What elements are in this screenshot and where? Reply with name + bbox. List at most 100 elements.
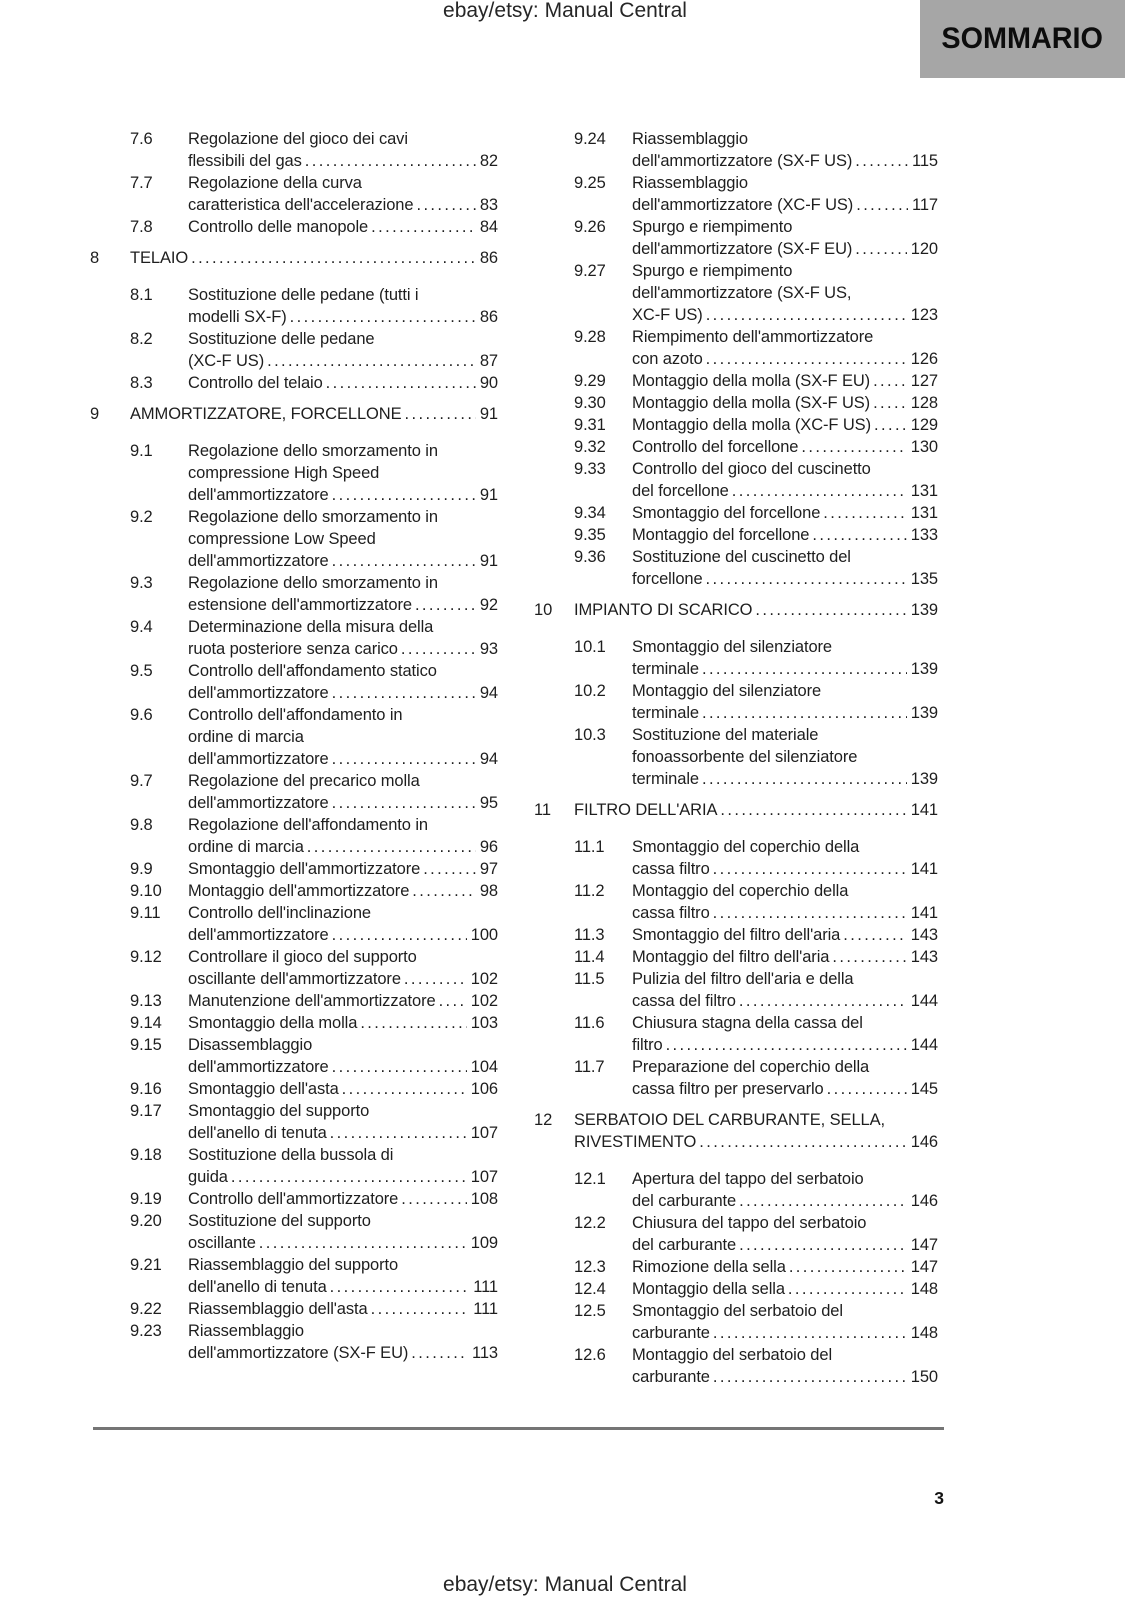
entry-title-text: Controllo dell'affondamento in bbox=[188, 706, 403, 724]
entry-title-text: cassa filtro per preservarlo bbox=[632, 1080, 824, 1098]
dot-leader bbox=[330, 1276, 470, 1298]
entry-number: 9.31 bbox=[574, 416, 606, 434]
entry-title-block: Controllo dell'inclinazione dell'ammortiz… bbox=[188, 902, 498, 946]
entry-title-text: terminale bbox=[632, 704, 699, 722]
dot-leader bbox=[843, 924, 907, 946]
entry-title-block: Chiusura stagna della cassa del filtro 144 bbox=[632, 1012, 938, 1056]
dot-leader bbox=[739, 990, 907, 1012]
entry-number: 9.23 bbox=[130, 1322, 162, 1340]
entry-title-text: Riassemblaggio dell'asta bbox=[188, 1300, 368, 1318]
entry-title-text: Smontaggio della molla bbox=[188, 1014, 358, 1032]
entry-title-text: Regolazione del precarico molla bbox=[188, 772, 420, 790]
dot-leader bbox=[755, 599, 906, 621]
dot-leader bbox=[423, 858, 476, 880]
entry-number: 9.9 bbox=[130, 860, 153, 878]
toc-section-entry: 9.3 Regolazione dello smorzamento in esten… bbox=[130, 572, 498, 616]
entry-page-number: 104 bbox=[470, 1058, 498, 1076]
dot-leader bbox=[873, 392, 907, 414]
entry-title-text: Regolazione dello smorzamento in bbox=[188, 574, 438, 592]
entry-page-number: 141 bbox=[910, 860, 938, 878]
entry-page-number: 133 bbox=[910, 526, 938, 544]
entry-page-number: 111 bbox=[473, 1278, 498, 1296]
toc-section-entry: 11.5 Pulizia del filtro dell'aria e della… bbox=[574, 968, 938, 1012]
entry-title-text: ordine di marcia bbox=[188, 838, 304, 856]
entry-page-number: 141 bbox=[910, 801, 938, 819]
entry-title-text: Smontaggio del supporto bbox=[188, 1102, 370, 1120]
entry-page-number: 91 bbox=[479, 552, 498, 570]
entry-title-text: Montaggio della sella bbox=[632, 1280, 785, 1298]
entry-number: 11.5 bbox=[574, 970, 605, 988]
entry-title-text: Apertura del tappo del serbatoio bbox=[632, 1170, 864, 1188]
entry-title-text: Montaggio della molla (SX-F US) bbox=[632, 394, 871, 412]
entry-title-text: dell'ammortizzatore (SX-F US) bbox=[632, 152, 853, 170]
entry-title-text: estensione dell'ammortizzatore bbox=[188, 596, 412, 614]
entry-number: 9.19 bbox=[130, 1190, 162, 1208]
entry-title-text: guida bbox=[188, 1168, 228, 1186]
entry-number: 9.32 bbox=[574, 438, 606, 456]
entry-number: 12.1 bbox=[574, 1170, 606, 1188]
entry-number: 7.7 bbox=[130, 174, 153, 192]
entry-title-text: terminale bbox=[632, 660, 699, 678]
entry-title-block: Controllo delle manopole 84 bbox=[188, 216, 498, 238]
entry-page-number: 130 bbox=[910, 438, 938, 456]
dot-leader bbox=[706, 348, 907, 370]
entry-title-text: Sostituzione del cuscinetto del bbox=[632, 548, 851, 566]
entry-page-number: 123 bbox=[910, 306, 938, 324]
entry-number: 9.24 bbox=[574, 130, 606, 148]
entry-title-text: compressione High Speed bbox=[188, 464, 380, 482]
entry-number: 9.28 bbox=[574, 328, 606, 346]
entry-page-number: 147 bbox=[910, 1236, 938, 1254]
entry-page-number: 126 bbox=[910, 350, 938, 368]
entry-number: 9.10 bbox=[130, 882, 162, 900]
dot-leader bbox=[332, 682, 476, 704]
entry-title-block: Sostituzione delle pedane (tutti i modell… bbox=[188, 284, 498, 328]
entry-title-text: Controllo dell'ammortizzatore bbox=[188, 1190, 399, 1208]
entry-page-number: 115 bbox=[911, 152, 938, 170]
entry-number: 9.33 bbox=[574, 460, 606, 478]
entry-title-text: Montaggio del serbatoio del bbox=[632, 1346, 833, 1364]
entry-number: 12 bbox=[534, 1111, 553, 1129]
entry-title-block: Manutenzione dell'ammortizzatore 102 bbox=[188, 990, 498, 1012]
entry-title-text: Spurgo e riempimento bbox=[632, 262, 793, 280]
entry-title-text: dell'ammortizzatore bbox=[188, 684, 329, 702]
entry-title-text: Riassemblaggio del supporto bbox=[188, 1256, 399, 1274]
entry-number: 10 bbox=[534, 601, 553, 619]
dot-leader bbox=[702, 702, 907, 724]
dot-leader bbox=[739, 1190, 907, 1212]
dot-leader bbox=[411, 1342, 468, 1364]
entry-number: 9.7 bbox=[130, 772, 153, 790]
entry-title-text: dell'ammortizzatore bbox=[188, 926, 329, 944]
entry-title-text: Smontaggio dell'asta bbox=[188, 1080, 339, 1098]
entry-number: 11.1 bbox=[574, 838, 605, 856]
entry-page-number: 139 bbox=[910, 770, 938, 788]
toc-section-entry: 9.9 Smontaggio dell'ammortizzatore 97 bbox=[130, 858, 498, 880]
entry-title-block: Smontaggio del forcellone 131 bbox=[632, 502, 938, 524]
entry-title-text: IMPIANTO DI SCARICO bbox=[574, 601, 753, 619]
toc-section-entry: 11.1 Smontaggio del coperchio della cassa … bbox=[574, 836, 938, 880]
entry-number: 9.16 bbox=[130, 1080, 162, 1098]
entry-number: 9.12 bbox=[130, 948, 162, 966]
entry-title-text: Controllo del gioco del cuscinetto bbox=[632, 460, 871, 478]
entry-title-block: Smontaggio del silenziatore terminale 139 bbox=[632, 636, 938, 680]
entry-title-text: dell'anello di tenuta bbox=[188, 1124, 327, 1142]
entry-page-number: 98 bbox=[479, 882, 498, 900]
toc-section-entry: 9.29 Montaggio della molla (SX-F EU) 127 bbox=[574, 370, 938, 392]
dot-leader bbox=[415, 594, 476, 616]
entry-number: 9.30 bbox=[574, 394, 606, 412]
entry-title-text: TELAIO bbox=[130, 249, 189, 267]
entry-title-block: Controllo del telaio 90 bbox=[188, 372, 498, 394]
entry-title-block: Smontaggio della molla 103 bbox=[188, 1012, 498, 1034]
entry-title-block: Montaggio della molla (XC-F US) 129 bbox=[632, 414, 938, 436]
entry-title-text: flessibili del gas bbox=[188, 152, 302, 170]
entry-number: 9.18 bbox=[130, 1146, 162, 1164]
entry-number: 9.15 bbox=[130, 1036, 162, 1054]
page-number: 3 bbox=[934, 1488, 944, 1508]
entry-title-text: Controllare il gioco del supporto bbox=[188, 948, 417, 966]
entry-title-block: FILTRO DELL'ARIA 141 bbox=[574, 799, 938, 821]
entry-title-block: Riempimento dell'ammortizzatore con azoto… bbox=[632, 326, 938, 370]
toc-section-entry: 11.2 Montaggio del coperchio della cassa f… bbox=[574, 880, 938, 924]
entry-title-block: Montaggio dell'ammortizzatore 98 bbox=[188, 880, 498, 902]
entry-number: 10.1 bbox=[574, 638, 606, 656]
entry-number: 7.8 bbox=[130, 218, 153, 236]
entry-page-number: 94 bbox=[479, 684, 498, 702]
